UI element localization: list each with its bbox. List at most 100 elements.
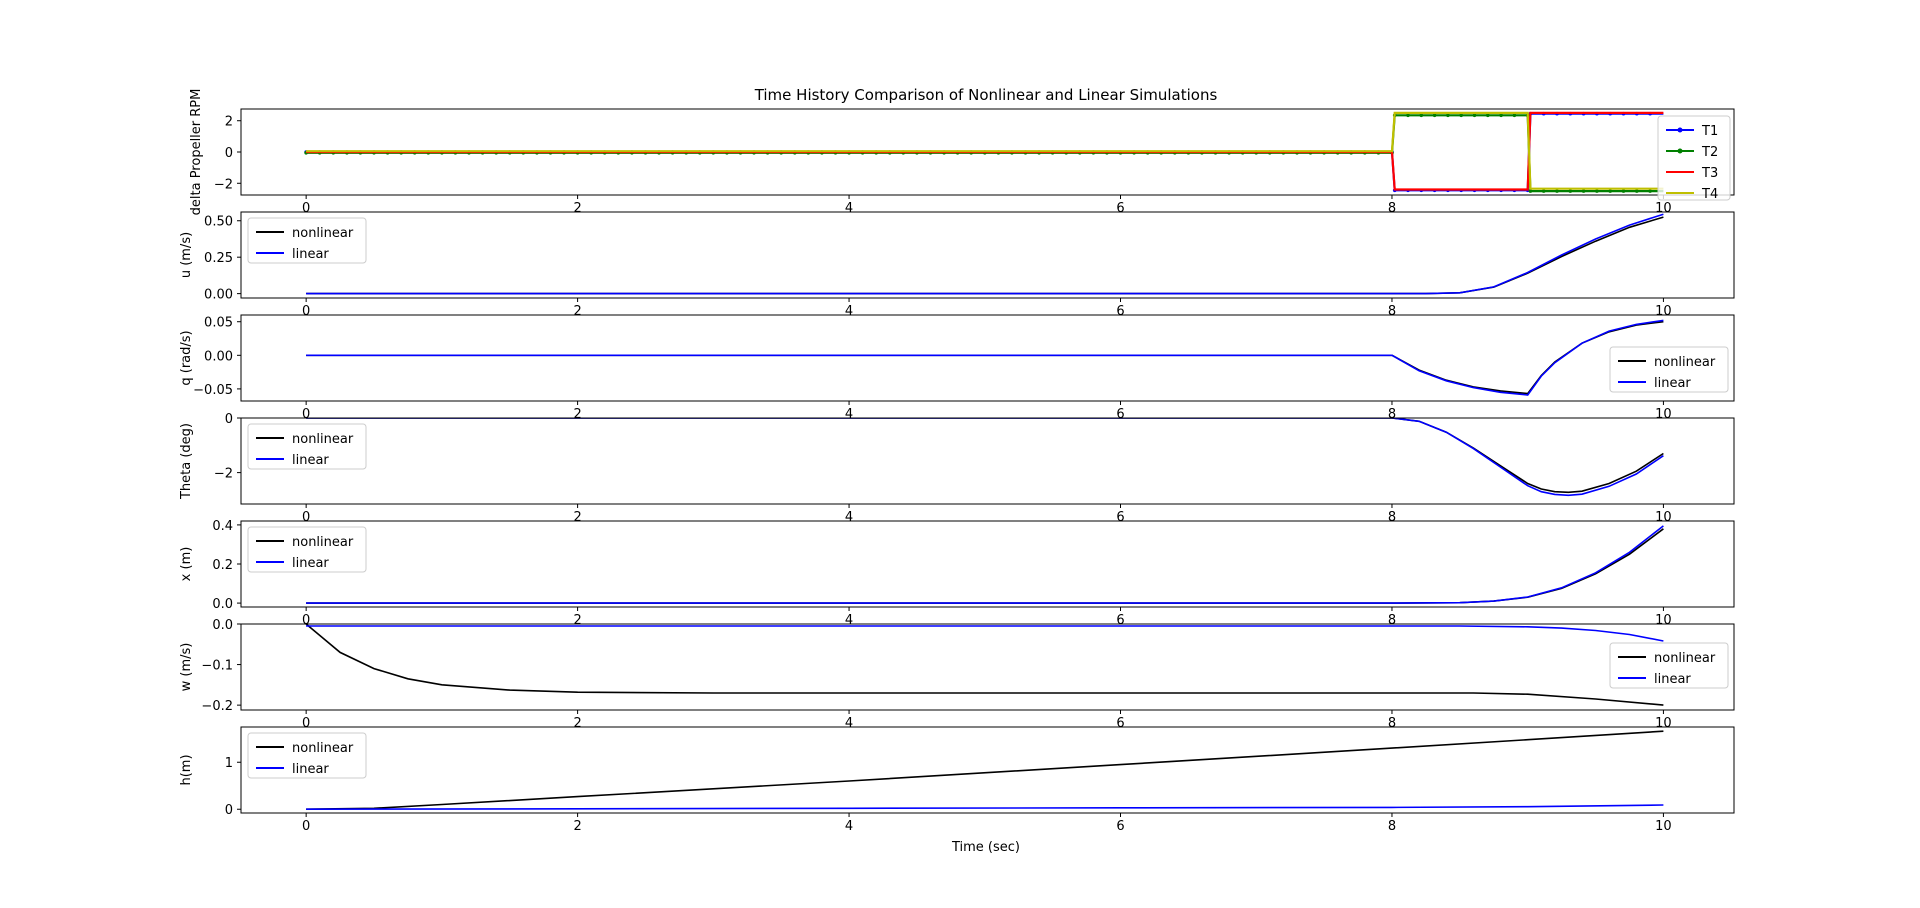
y-tick-label: 0.0 (212, 597, 233, 612)
y-axis-label: delta Propeller RPM (189, 89, 204, 216)
y-axis-label: Theta (deg) (179, 423, 194, 500)
data-point (1499, 113, 1503, 118)
x-tick-label: 0 (302, 716, 310, 731)
x-tick-label: 10 (1655, 819, 1672, 834)
legend-box (247, 217, 367, 264)
axes-frame (240, 623, 1735, 711)
legend-box (1609, 642, 1729, 689)
y-tick-label: 0.4 (212, 519, 233, 534)
series-line-linear (306, 525, 1664, 604)
series-line-nonlinear (306, 418, 1664, 494)
x-axis-label: Time (sec) (951, 840, 1020, 855)
x-tick-label: 2 (573, 407, 581, 422)
axes-frame (240, 211, 1735, 299)
legend-box (247, 732, 367, 779)
y-tick-label: 0.0 (212, 618, 233, 633)
x-tick-label: 10 (1655, 716, 1672, 731)
x-tick-label: 4 (845, 510, 853, 525)
x-tick-label: 4 (845, 716, 853, 731)
x-tick-label: 6 (1116, 407, 1124, 422)
y-tick-label: −0.2 (201, 699, 233, 714)
data-point (1568, 189, 1573, 193)
legend-label-nonlinear: nonlinear (292, 432, 354, 447)
legend-label-linear: linear (292, 556, 329, 571)
legend: nonlinear linear (1609, 642, 1729, 689)
legend-box (247, 526, 367, 573)
y-tick-label: 0.00 (204, 349, 233, 364)
data-point (1621, 189, 1626, 193)
x-tick-label: 6 (1116, 613, 1124, 628)
x-tick-label: 10 (1655, 510, 1672, 525)
x-tick-label: 8 (1388, 510, 1396, 525)
axes-frame (240, 417, 1735, 505)
series-line-linear (306, 418, 1664, 497)
x-tick-label: 8 (1388, 304, 1396, 319)
data-point (1472, 113, 1477, 118)
series-line-nonlinear (305, 624, 1664, 706)
x-tick-label: 10 (1655, 613, 1672, 628)
y-tick-label: 0 (225, 803, 233, 818)
data-point (1595, 189, 1599, 193)
y-tick-label: −2 (214, 467, 233, 482)
series-line-linear (306, 804, 1664, 811)
y-tick-label: 0.50 (204, 215, 233, 230)
legend-marker-T1 (1677, 127, 1683, 133)
y-tick-label: 0.00 (204, 288, 233, 303)
legend-label-linear: linear (292, 247, 329, 262)
x-tick-label: 0 (302, 304, 310, 319)
x-tick-label: 6 (1116, 510, 1124, 525)
data-point (1432, 113, 1437, 118)
x-tick-label: 10 (1655, 407, 1672, 422)
legend: nonlinear linear (247, 526, 367, 573)
x-tick-label: 0 (302, 407, 310, 422)
y-tick-label: −0.05 (193, 383, 233, 398)
legend-marker-T2 (1677, 148, 1683, 154)
legend: nonlinear linear (247, 423, 367, 470)
data-point (1512, 113, 1517, 118)
legend-label-linear: linear (292, 453, 329, 468)
x-tick-label: 2 (573, 716, 581, 731)
y-axis-label: h(m) (179, 754, 194, 785)
legend-box (247, 423, 367, 470)
subplot-1: 0 2 4 6 8 10 2 0 −2 delta Propeller RPM T1 T2 T3 T4 (189, 89, 1735, 216)
data-point (1635, 189, 1639, 193)
legend-box (1657, 115, 1731, 201)
x-tick-label: 4 (845, 201, 853, 216)
x-tick-label: 2 (573, 613, 581, 628)
legend: T1 T2 T3 T4 (1657, 115, 1731, 202)
legend-label-linear: linear (1654, 376, 1691, 391)
legend-label-T2: T2 (1701, 145, 1718, 160)
legend-label-nonlinear: nonlinear (292, 535, 354, 550)
y-tick-label: 0 (225, 412, 233, 427)
legend: nonlinear linear (247, 732, 367, 779)
data-point (1486, 113, 1490, 118)
data-point (1528, 189, 1533, 193)
y-axis-label: x (m) (179, 547, 194, 582)
data-point (1541, 189, 1546, 193)
data-point (1581, 189, 1586, 193)
data-point (1648, 189, 1652, 193)
legend-label-T1: T1 (1701, 124, 1718, 139)
y-tick-label: 0.2 (212, 558, 233, 573)
y-tick-label: 0.25 (204, 251, 233, 266)
legend: nonlinear linear (247, 217, 367, 264)
data-point (1608, 189, 1612, 193)
data-point (1459, 113, 1463, 118)
data-point (1446, 113, 1450, 118)
x-tick-label: 0 (302, 510, 310, 525)
legend-box (1609, 346, 1729, 393)
x-tick-label: 8 (1388, 201, 1396, 216)
legend-label-linear: linear (1654, 672, 1691, 687)
x-tick-label: 6 (1116, 819, 1124, 834)
x-tick-label: 6 (1116, 304, 1124, 319)
data-point (1406, 113, 1410, 118)
series-line-linear (306, 213, 1664, 295)
axes-frame (240, 726, 1735, 814)
x-tick-label: 4 (845, 407, 853, 422)
x-tick-label: 8 (1388, 716, 1396, 731)
axes-frame (240, 314, 1735, 402)
x-tick-label: 4 (845, 304, 853, 319)
x-tick-label: 2 (573, 201, 581, 216)
